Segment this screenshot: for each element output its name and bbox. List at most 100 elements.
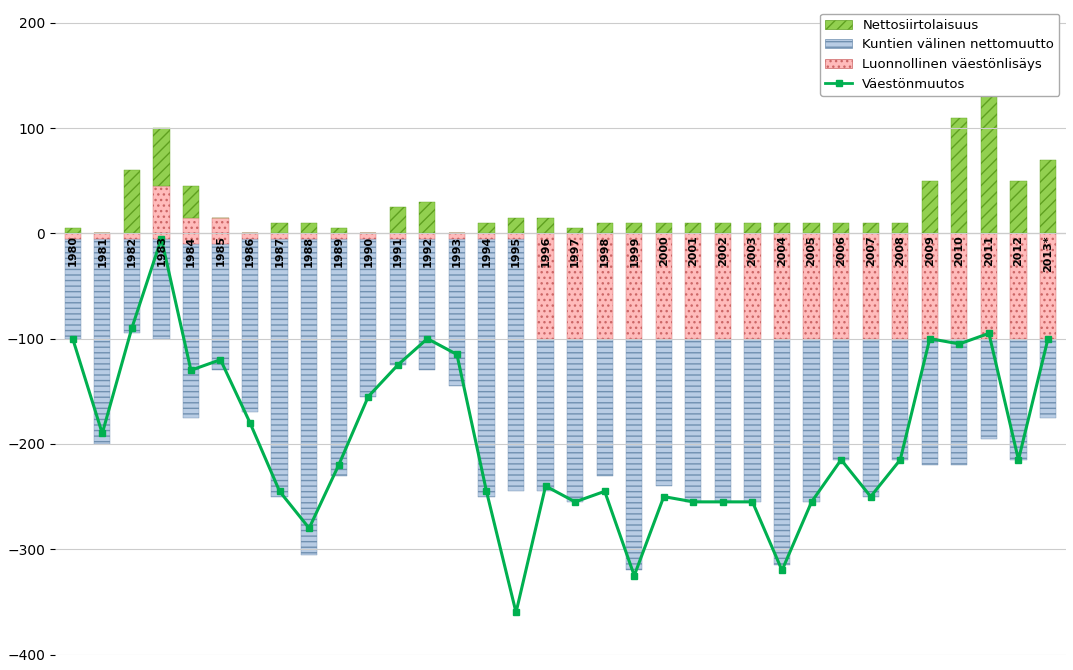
Bar [715, 223, 731, 233]
Bar [153, 128, 170, 186]
Bar [804, 338, 820, 502]
Bar [479, 239, 495, 496]
Bar [1040, 233, 1056, 338]
Text: 1984: 1984 [186, 235, 196, 267]
Bar [715, 338, 731, 502]
Bar [389, 239, 406, 365]
Bar [597, 338, 613, 476]
Bar [508, 233, 524, 239]
Text: 1995: 1995 [511, 235, 521, 267]
Bar [774, 223, 790, 233]
Text: 1983: 1983 [157, 235, 166, 267]
Bar [833, 338, 849, 460]
Bar [479, 223, 495, 233]
Bar [892, 223, 909, 233]
Bar [981, 233, 997, 338]
Text: 1987: 1987 [275, 235, 284, 267]
Bar [302, 223, 318, 233]
Bar [952, 117, 968, 233]
Bar [627, 233, 643, 338]
Bar [508, 218, 524, 233]
Text: 1985: 1985 [216, 235, 225, 267]
Text: 1996: 1996 [541, 235, 550, 267]
Text: 1991: 1991 [393, 235, 402, 267]
Text: 1990: 1990 [364, 235, 373, 267]
Text: 1999: 1999 [629, 235, 640, 267]
Text: 2006: 2006 [836, 235, 847, 267]
Bar [922, 338, 938, 465]
Bar [389, 207, 406, 233]
Bar [123, 233, 139, 239]
Bar [508, 239, 524, 491]
Bar [597, 233, 613, 338]
Text: 2008: 2008 [895, 235, 906, 266]
Bar [330, 233, 347, 239]
Bar [271, 233, 288, 239]
Bar [64, 239, 80, 338]
Bar [479, 233, 495, 239]
Text: 2005: 2005 [807, 235, 817, 266]
Text: 1981: 1981 [98, 235, 107, 267]
Bar [627, 223, 643, 233]
Text: 2013*: 2013* [1043, 235, 1053, 272]
Bar [833, 233, 849, 338]
Bar [94, 239, 111, 444]
Bar [123, 239, 139, 334]
Text: 2012: 2012 [1014, 235, 1024, 267]
Text: 2000: 2000 [659, 235, 668, 266]
Bar [212, 218, 229, 233]
Bar [892, 233, 909, 338]
Bar [922, 181, 938, 233]
Bar [952, 338, 968, 465]
Bar [774, 338, 790, 565]
Bar [804, 223, 820, 233]
Bar [420, 233, 436, 239]
Bar [361, 239, 377, 397]
Bar [271, 223, 288, 233]
Bar [241, 239, 259, 412]
Bar [1011, 233, 1027, 338]
Bar [686, 233, 702, 338]
Bar [330, 228, 347, 233]
Bar [892, 338, 909, 460]
Bar [271, 239, 288, 496]
Bar [182, 218, 200, 233]
Bar [627, 338, 643, 570]
Bar [952, 233, 968, 338]
Bar [94, 233, 111, 239]
Bar [302, 233, 318, 239]
Bar [981, 96, 997, 233]
Bar [1011, 181, 1027, 233]
Bar [656, 233, 672, 338]
Bar [123, 170, 139, 233]
Bar [538, 233, 554, 338]
Bar [182, 244, 200, 417]
Bar [567, 228, 584, 233]
Bar [153, 233, 170, 239]
Text: 2010: 2010 [954, 235, 965, 266]
Text: 2001: 2001 [689, 235, 699, 266]
Bar [449, 233, 465, 239]
Bar [1040, 338, 1056, 417]
Text: 2011: 2011 [984, 235, 994, 267]
Bar [1011, 338, 1027, 460]
Bar [389, 233, 406, 239]
Bar [212, 233, 229, 244]
Bar [745, 233, 761, 338]
Legend: Nettosiirtolaisuus, Kuntien välinen nettomuutto, Luonnollinen väestönlisäys, Väe: Nettosiirtolaisuus, Kuntien välinen nett… [820, 13, 1059, 96]
Bar [420, 202, 436, 233]
Text: 2003: 2003 [748, 235, 758, 266]
Bar [656, 338, 672, 486]
Bar [863, 223, 879, 233]
Bar [182, 233, 200, 244]
Bar [153, 186, 170, 233]
Bar [567, 233, 584, 338]
Bar [863, 338, 879, 496]
Bar [597, 223, 613, 233]
Bar [153, 239, 170, 338]
Text: 2009: 2009 [925, 235, 935, 267]
Bar [64, 228, 80, 233]
Bar [330, 239, 347, 476]
Text: 1989: 1989 [334, 235, 343, 267]
Text: 1982: 1982 [127, 235, 137, 267]
